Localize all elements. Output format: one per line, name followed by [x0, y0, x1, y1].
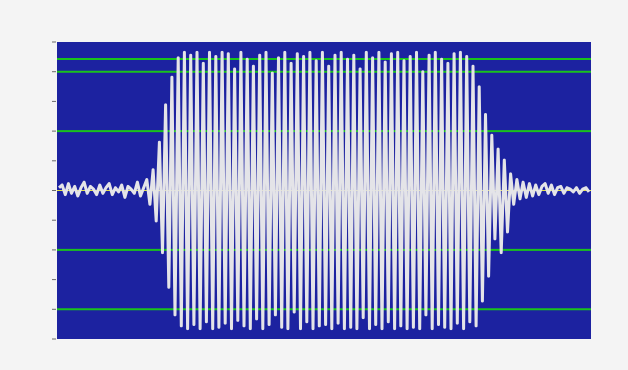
waveform-line: [58, 50, 591, 331]
